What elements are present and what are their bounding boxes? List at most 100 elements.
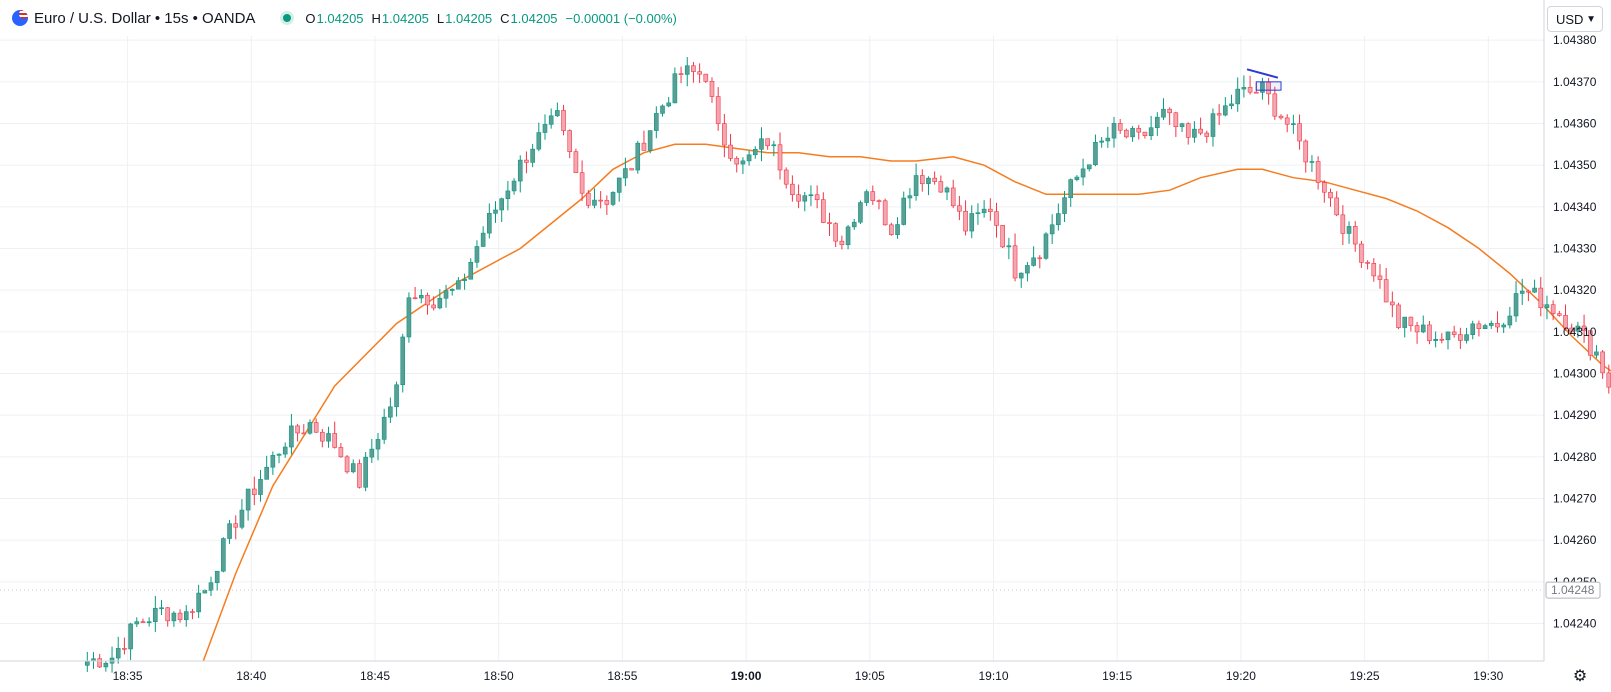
candle-body: [1185, 123, 1191, 138]
candle: [994, 202, 999, 238]
candle-body: [357, 463, 362, 488]
x-tick-label: 19:00: [731, 669, 762, 683]
candle: [357, 459, 362, 489]
candle: [1482, 323, 1488, 330]
candle-body: [734, 158, 740, 165]
candle-body: [969, 213, 975, 232]
candle-body: [1278, 115, 1284, 119]
candle-body: [548, 115, 554, 125]
candle: [1049, 214, 1055, 245]
candle-body: [128, 623, 133, 650]
candle-body: [1241, 87, 1247, 90]
candle-body: [876, 200, 882, 202]
candle-body: [1600, 351, 1605, 374]
candle: [239, 499, 245, 530]
candle: [1297, 114, 1302, 150]
candle: [703, 73, 709, 83]
candle: [165, 607, 171, 627]
candle-body: [487, 213, 492, 234]
candle-body: [493, 209, 498, 214]
candle-body: [1161, 108, 1166, 118]
candle-body: [270, 455, 276, 468]
candle: [1458, 327, 1463, 349]
candle-body: [1031, 257, 1036, 266]
candle-body: [709, 81, 715, 97]
candle: [146, 617, 152, 627]
candle-body: [616, 177, 622, 193]
candle: [388, 397, 393, 423]
candle: [542, 114, 548, 140]
ohlc-close-value: 1.04205: [510, 10, 558, 26]
x-tick-label: 18:40: [236, 669, 266, 683]
candle-body: [926, 177, 931, 185]
candle: [623, 157, 628, 187]
candle-body: [437, 297, 443, 309]
candle-body: [1111, 123, 1117, 139]
candle-body: [276, 453, 282, 456]
candle: [350, 459, 356, 474]
candle-body: [1130, 128, 1135, 138]
candle-body: [938, 181, 944, 193]
candle: [177, 609, 183, 623]
candle-body: [301, 432, 307, 435]
candle-body: [1247, 87, 1253, 93]
candle-body: [759, 138, 764, 150]
candle: [159, 600, 164, 616]
candle: [585, 190, 591, 209]
candle-body: [981, 208, 987, 214]
candle: [1526, 289, 1531, 302]
x-tick-label: 19:15: [1102, 669, 1132, 683]
candle-body: [1223, 105, 1228, 116]
candle: [654, 106, 659, 139]
candle-body: [289, 425, 294, 448]
candle-body: [239, 509, 245, 528]
candles-layer: [85, 57, 1611, 673]
candle: [369, 438, 375, 463]
settings-gear-icon[interactable]: ⚙: [1572, 668, 1588, 685]
candle: [103, 661, 109, 672]
candle: [301, 424, 307, 435]
candle-body: [1458, 334, 1463, 341]
candle-body: [907, 195, 913, 199]
candle: [1365, 260, 1370, 270]
candle: [759, 127, 764, 162]
market-open-status-icon: [283, 14, 292, 22]
candle: [1408, 316, 1414, 332]
candle: [1037, 255, 1043, 269]
candle-body: [988, 208, 993, 212]
candle: [765, 138, 770, 150]
candle-body: [1284, 117, 1290, 125]
currency-dropdown[interactable]: USD ▼: [1547, 6, 1603, 32]
candle: [1272, 86, 1278, 120]
candle-body: [1408, 316, 1414, 326]
candle-body: [1532, 287, 1537, 293]
candle-body: [660, 105, 665, 114]
candle-body: [1420, 324, 1426, 333]
symbol-title[interactable]: Euro / U.S. Dollar • 15s • OANDA: [34, 9, 256, 27]
candle: [1161, 98, 1166, 120]
candle: [808, 185, 814, 207]
candle-body: [654, 113, 659, 131]
candle: [1291, 114, 1296, 134]
candle: [814, 185, 820, 209]
candle: [1402, 316, 1408, 338]
candle-body: [1124, 129, 1129, 138]
candle: [975, 203, 981, 225]
candle: [715, 87, 721, 131]
candle-body: [722, 123, 727, 146]
candle: [1507, 306, 1513, 329]
candle: [85, 651, 90, 672]
candle-body: [406, 297, 412, 338]
candle-body: [517, 159, 523, 182]
candle-body: [221, 538, 226, 572]
candle: [1012, 233, 1018, 282]
candle: [1136, 124, 1142, 140]
candle: [344, 455, 350, 474]
candle-body: [208, 582, 214, 591]
candle: [140, 618, 146, 623]
candle-body: [1204, 132, 1210, 137]
candle: [1105, 126, 1111, 148]
candle-body: [555, 110, 560, 117]
candle-body: [567, 130, 573, 152]
